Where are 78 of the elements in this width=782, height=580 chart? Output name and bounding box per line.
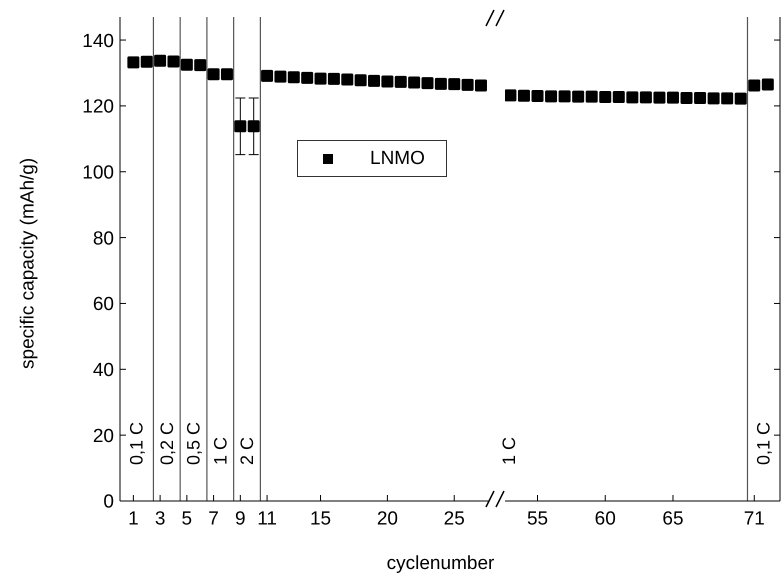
x-tick-label: 60	[594, 508, 616, 530]
x-tick-label: 15	[310, 508, 332, 530]
point	[394, 76, 407, 88]
point	[354, 74, 367, 86]
point	[314, 72, 327, 85]
point	[640, 91, 652, 104]
point	[599, 91, 612, 104]
point	[208, 68, 220, 80]
point	[626, 91, 638, 104]
point	[274, 70, 286, 83]
annotation: 0,2 C	[156, 422, 177, 465]
point	[381, 76, 394, 88]
point	[127, 56, 140, 68]
point	[341, 74, 354, 86]
point	[545, 90, 558, 102]
point	[572, 90, 584, 103]
point	[612, 91, 625, 104]
annotation: 1 C	[499, 436, 520, 465]
annotation: 2 C	[237, 436, 258, 465]
point	[518, 90, 530, 102]
y-tick-label: 60	[92, 294, 114, 316]
point	[154, 54, 166, 67]
point	[368, 74, 380, 87]
point	[586, 90, 598, 103]
point	[708, 92, 720, 104]
point	[194, 59, 206, 72]
y-tick-label: 40	[92, 360, 114, 382]
y-axis-title: specific capacity (mAh/g)	[18, 158, 39, 369]
x-tick-label: 1	[128, 508, 139, 530]
point	[653, 92, 666, 104]
point	[408, 76, 420, 89]
point	[167, 55, 180, 68]
point	[666, 92, 679, 104]
point	[248, 120, 260, 132]
point	[474, 79, 487, 92]
annotation: 1 C	[210, 436, 230, 465]
x-tick-label: 9	[235, 508, 246, 530]
point	[721, 92, 734, 104]
point	[762, 78, 774, 90]
point	[734, 92, 747, 105]
x-tick-label: 25	[444, 508, 465, 530]
x-axis-title: cyclenumber	[386, 553, 496, 574]
point	[532, 90, 544, 102]
point	[462, 78, 474, 91]
y-tick-label: 120	[82, 96, 114, 118]
point	[220, 68, 233, 80]
x-tick-label: 5	[182, 508, 192, 530]
point	[748, 79, 760, 92]
x-tick-label: 71	[744, 508, 765, 530]
point	[448, 78, 460, 90]
point	[434, 78, 447, 90]
x-tick-label: 20	[376, 508, 398, 530]
point	[261, 70, 274, 82]
point	[301, 72, 314, 84]
x-tick-label: 11	[257, 508, 277, 530]
point	[234, 120, 246, 132]
legend-label: LNMO	[370, 148, 425, 170]
x-tick-label: 7	[208, 508, 219, 530]
annotation: 0,1 C	[754, 422, 774, 465]
point	[180, 58, 193, 71]
x-tick-label: 55	[526, 508, 548, 530]
x-tick-label: 3	[154, 508, 166, 530]
point	[288, 71, 300, 84]
annotation: 0,1 C	[126, 422, 147, 465]
y-tick-label: 20	[92, 426, 114, 447]
point	[680, 92, 693, 104]
point	[422, 77, 434, 90]
y-tick-label: 140	[82, 30, 114, 52]
y-tick-label: 80	[92, 228, 114, 250]
y-tick-label: 100	[82, 162, 114, 184]
point	[505, 89, 516, 102]
y-tick-label: 0	[103, 492, 114, 513]
x-tick-label: 65	[662, 508, 684, 530]
point	[558, 90, 571, 102]
point	[328, 72, 340, 85]
point	[140, 56, 153, 68]
annotation: 0,5 C	[184, 422, 204, 465]
point	[694, 92, 706, 104]
